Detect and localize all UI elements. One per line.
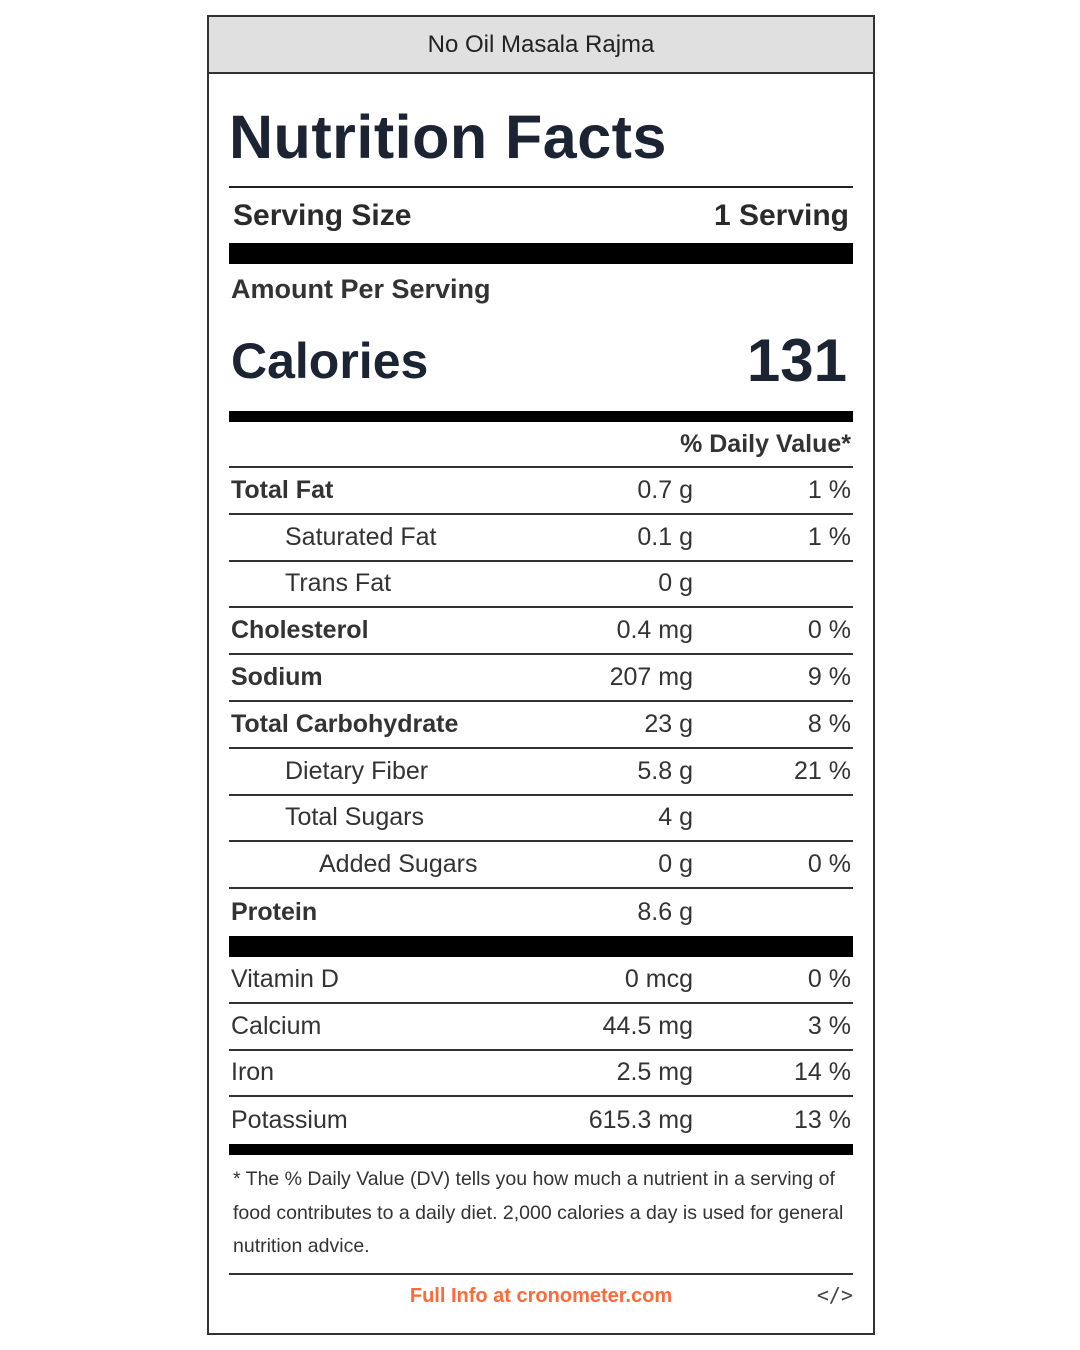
- nutrient-dv: 1 %: [807, 522, 851, 551]
- serving-size-label: Serving Size: [233, 198, 412, 232]
- nutrient-amount: 23 g: [644, 709, 693, 738]
- embed-code-icon[interactable]: </>: [816, 1282, 853, 1307]
- nutrient-amount: 0 mcg: [624, 964, 693, 993]
- nutrient-row-total-carbohydrate: Total Carbohydrate 23 g 8 %: [229, 702, 853, 749]
- label-body: Nutrition Facts Serving Size 1 Serving A…: [229, 74, 853, 1319]
- nutrient-row-iron: Iron 2.5 mg 14 %: [229, 1051, 853, 1098]
- nutrient-row-total-fat: Total Fat 0.7 g 1 %: [229, 468, 853, 515]
- nutrient-dv: 1 %: [807, 475, 851, 504]
- nutrient-dv: 13 %: [794, 1106, 851, 1135]
- nutrition-label-card: No Oil Masala Rajma Nutrition Facts Serv…: [207, 15, 875, 1335]
- heavy-divider: [229, 243, 853, 264]
- recipe-name: No Oil Masala Rajma: [427, 30, 655, 58]
- nutrient-amount: 207 mg: [609, 663, 693, 692]
- nutrient-row-cholesterol: Cholesterol 0.4 mg 0 %: [229, 608, 853, 656]
- serving-size-row: Serving Size 1 Serving: [229, 188, 853, 243]
- daily-value-header: % Daily Value*: [229, 422, 853, 468]
- nutrient-row-trans-fat: Trans Fat 0 g: [229, 562, 853, 609]
- nutrient-name: Saturated Fat: [285, 522, 437, 551]
- serving-size-value: 1 Serving: [713, 198, 849, 232]
- nutrient-name: Vitamin D: [231, 964, 339, 993]
- nutrient-name: Added Sugars: [319, 850, 478, 879]
- nutrient-name: Iron: [231, 1058, 275, 1087]
- nutrient-name: Sodium: [231, 663, 323, 692]
- nutrient-amount: 615.3 mg: [588, 1106, 693, 1135]
- nutrient-name: Total Fat: [231, 475, 334, 504]
- heavy-divider: [229, 935, 853, 957]
- nutrient-name: Calcium: [231, 1011, 322, 1040]
- nutrient-row-sodium: Sodium 207 mg 9 %: [229, 655, 853, 702]
- nutrient-row-dietary-fiber: Dietary Fiber 5.8 g 21 %: [229, 749, 853, 796]
- nutrient-dv: 3 %: [807, 1011, 851, 1040]
- nutrient-row-calcium: Calcium 44.5 mg 3 %: [229, 1004, 853, 1051]
- nutrient-name: Total Carbohydrate: [231, 709, 459, 738]
- nutrient-amount: 0.1 g: [637, 522, 693, 551]
- nutrient-name: Protein: [231, 898, 318, 927]
- nutrient-dv: 14 %: [794, 1058, 851, 1087]
- medium-divider: [229, 1144, 853, 1156]
- divider: [229, 186, 853, 188]
- nutrient-dv: 0 %: [807, 616, 851, 645]
- nutrient-amount: 0 g: [658, 850, 693, 879]
- calories-label: Calories: [231, 332, 429, 389]
- nutrient-name: Total Sugars: [285, 803, 424, 832]
- nutrient-amount: 0 g: [658, 569, 693, 598]
- nutrient-row-potassium: Potassium 615.3 mg 13 %: [229, 1097, 853, 1144]
- nutrient-row-added-sugars: Added Sugars 0 g 0 %: [229, 842, 853, 890]
- recipe-name-header: No Oil Masala Rajma: [209, 17, 873, 74]
- nutrient-name: Potassium: [231, 1106, 348, 1135]
- nutrient-row-protein: Protein 8.6 g: [229, 889, 853, 936]
- nutrient-row-vitamin-d: Vitamin D 0 mcg 0 %: [229, 957, 853, 1004]
- nutrient-dv: 0 %: [807, 964, 851, 993]
- nutrient-dv: 21 %: [794, 756, 851, 785]
- calories-row: Calories 131: [229, 310, 853, 411]
- calories-value: 131: [746, 327, 847, 394]
- nutrient-row-saturated-fat: Saturated Fat 0.1 g 1 %: [229, 515, 853, 562]
- amount-per-serving: Amount Per Serving: [231, 273, 491, 304]
- nutrient-amount: 0.7 g: [637, 475, 693, 504]
- nutrient-amount: 5.8 g: [637, 756, 693, 785]
- medium-divider: [229, 411, 853, 422]
- nutrient-name: Trans Fat: [285, 569, 392, 598]
- nutrient-dv: 9 %: [807, 663, 851, 692]
- cronometer-link[interactable]: Full Info at cronometer.com: [409, 1285, 673, 1308]
- nutrient-amount: 44.5 mg: [602, 1011, 693, 1040]
- nutrient-amount: 0.4 mg: [616, 616, 693, 645]
- nutrient-amount: 2.5 mg: [616, 1058, 693, 1087]
- label-footer: Full Info at cronometer.com </>: [229, 1275, 853, 1319]
- nutrient-row-total-sugars: Total Sugars 4 g: [229, 796, 853, 843]
- daily-value-footnote: * The % Daily Value (DV) tells you how m…: [229, 1155, 853, 1275]
- nutrient-amount: 4 g: [658, 803, 693, 832]
- label-title: Nutrition Facts: [229, 103, 667, 171]
- nutrient-dv: 8 %: [807, 709, 851, 738]
- nutrient-dv: 0 %: [807, 850, 851, 879]
- nutrient-name: Dietary Fiber: [285, 756, 429, 785]
- nutrient-amount: 8.6 g: [637, 898, 693, 927]
- nutrient-name: Cholesterol: [231, 616, 369, 645]
